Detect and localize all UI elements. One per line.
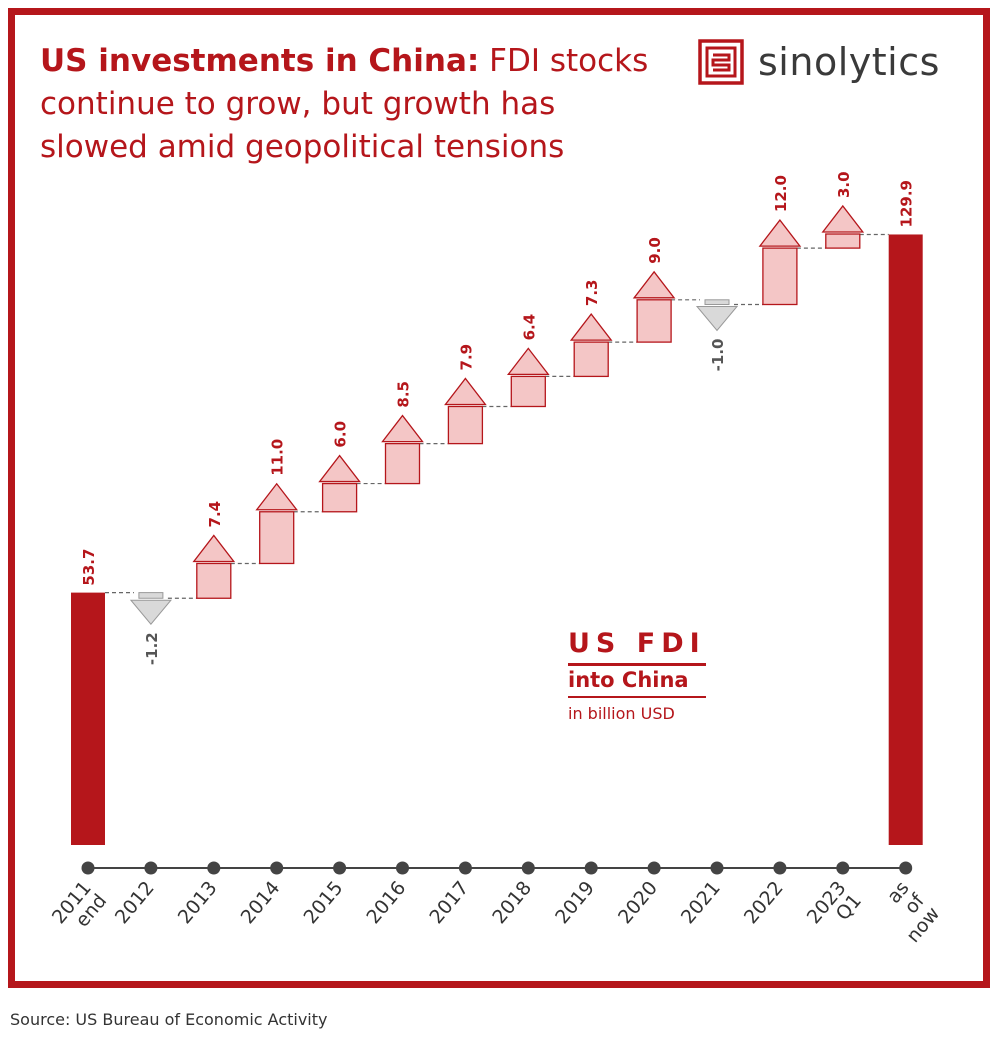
brand-name: sinolytics: [758, 40, 940, 84]
chart-frame: [8, 8, 990, 988]
connector-lines: [105, 233, 889, 599]
arrow-up-icon: [632, 270, 676, 299]
arrow-down-icon: [695, 306, 739, 332]
brand-logo: sinolytics: [698, 38, 940, 86]
x-tick-label: 2017: [425, 877, 473, 928]
x-tick-label: 2019: [551, 877, 599, 928]
x-tick-label: 2022: [740, 877, 788, 928]
axis-tick-dot: [396, 861, 409, 875]
arrow-up-icon: [506, 347, 550, 376]
bar-total: [888, 234, 923, 846]
value-label: 12.0: [772, 175, 790, 212]
x-axis: [81, 861, 913, 875]
bar-increase: [447, 405, 484, 445]
x-tick-label: 2012: [111, 877, 159, 928]
bar-total: [71, 592, 105, 845]
arrow-up-icon: [381, 414, 424, 443]
legend-unit: in billion USD: [568, 704, 675, 723]
axis-tick-dot: [584, 861, 598, 875]
value-label: 3.0: [835, 171, 853, 198]
x-tick-labels: 2011end 2012 2013 2014 2015 2016 2017 2018 2019 2…: [48, 876, 945, 947]
arrow-up-icon: [255, 482, 299, 511]
axis-tick-dot: [521, 861, 535, 875]
bar-increase: [321, 482, 358, 513]
chart-title-lead: US investments in China:: [40, 43, 480, 79]
axis-tick-dot: [647, 861, 661, 875]
value-label: 129.9: [898, 180, 916, 227]
bar-decrease: [704, 299, 730, 305]
chart-legend-box: US FDI into China in billion USD: [568, 628, 706, 723]
value-label: -1.2: [143, 632, 161, 665]
bar-increase: [259, 511, 295, 565]
x-tick-label: 2011end: [48, 877, 111, 941]
x-tick-label: 2020: [614, 877, 662, 928]
x-tick-label: 2023Q1: [803, 877, 866, 941]
value-label: 7.3: [583, 280, 601, 307]
arrow-up-icon: [821, 204, 865, 233]
axis-tick-dot: [710, 861, 724, 875]
value-label: 9.0: [646, 237, 664, 264]
bar-decrease: [138, 592, 164, 599]
arrow-up-icon: [758, 219, 802, 247]
bar-increase: [510, 375, 546, 408]
axis-tick-dot: [144, 861, 158, 875]
x-tick-label: 2021: [677, 877, 725, 928]
x-tick-label: 2014: [237, 877, 285, 928]
legend-title: US FDI: [568, 628, 706, 666]
axis-tick-dot: [270, 861, 284, 875]
arrow-up-icon: [444, 377, 487, 406]
value-label: 7.4: [206, 501, 224, 528]
arrow-up-icon: [318, 454, 361, 483]
value-label: -1.0: [709, 339, 727, 372]
value-label: 7.9: [457, 344, 475, 371]
sinolytics-logo-icon: [698, 39, 744, 85]
x-tick-label: 2016: [362, 877, 410, 928]
axis-tick-dot: [458, 861, 472, 875]
bar-increase: [196, 562, 232, 599]
axis-tick-dot: [333, 861, 347, 875]
bar-increase: [384, 442, 421, 485]
axis-tick-dot: [207, 861, 221, 875]
x-tick-label: 2015: [299, 877, 347, 928]
axis-tick-dot: [773, 861, 787, 875]
x-tick-label: asofnow: [871, 876, 945, 947]
axis-tick-dot: [899, 861, 913, 875]
bar-increase: [762, 247, 798, 306]
legend-subtitle: into China: [568, 666, 706, 698]
chart-title: US investments in China: FDI stocks cont…: [40, 40, 660, 169]
value-label: 11.0: [269, 439, 287, 476]
x-tick-label: 2018: [488, 877, 536, 928]
bar-increase: [573, 341, 609, 378]
arrow-down-icon: [129, 599, 172, 626]
source-note: Source: US Bureau of Economic Activity: [10, 1010, 328, 1029]
value-label: 8.5: [395, 381, 413, 408]
value-labels: 53.7 -1.2 7.4 11.0 6.0 8.5 7.9 6.4 7.3 9.0 -1.0 12.…: [80, 171, 916, 665]
value-label: 6.4: [520, 314, 538, 341]
bar-increase: [636, 299, 672, 343]
waterfall-chart: 53.7 -1.2 7.4 11.0 6.0 8.5 7.9 6.4 7.3 9.0 -1.0 12.…: [48, 171, 945, 947]
value-label: 6.0: [332, 421, 350, 448]
bars: [71, 204, 923, 846]
x-tick-label: 2013: [174, 877, 222, 928]
arrow-up-icon: [192, 534, 236, 563]
bar-increase: [825, 233, 861, 249]
value-label: 53.7: [80, 549, 98, 586]
chart-title-rest: FDI stocks continue to grow, but growth …: [40, 43, 649, 165]
axis-tick-dot: [81, 861, 95, 875]
arrow-up-icon: [569, 313, 613, 341]
axis-tick-dot: [836, 861, 850, 875]
